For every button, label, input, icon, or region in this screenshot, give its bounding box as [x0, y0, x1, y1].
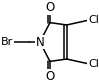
- Text: Cl: Cl: [88, 15, 99, 25]
- Text: Br: Br: [1, 37, 13, 47]
- Text: O: O: [45, 1, 55, 14]
- Text: O: O: [45, 70, 55, 83]
- Text: N: N: [35, 36, 44, 48]
- Text: Cl: Cl: [88, 59, 99, 69]
